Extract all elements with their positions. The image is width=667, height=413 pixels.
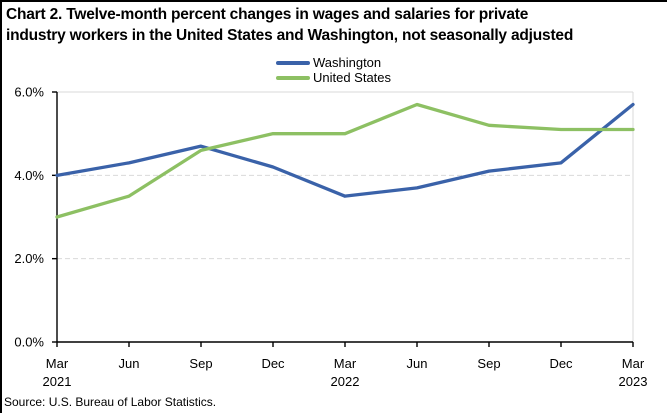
y-tick-label: 4.0% xyxy=(14,168,44,183)
legend-item-united-states: United States xyxy=(275,70,392,85)
x-year-label: 2022 xyxy=(331,374,360,389)
y-tick-label: 2.0% xyxy=(14,251,44,266)
washington-line-swatch xyxy=(275,60,310,65)
x-tick-label: Dec xyxy=(261,356,285,371)
x-tick-label: Sep xyxy=(477,356,500,371)
x-tick-label: Dec xyxy=(549,356,573,371)
washington-line xyxy=(55,102,635,198)
y-tick-label: 6.0% xyxy=(14,85,44,100)
legend: Washington United States xyxy=(0,55,667,85)
frame-border-left xyxy=(0,0,2,413)
chart-title-line2: industry workers in the United States an… xyxy=(6,27,574,44)
x-tick-label: Jun xyxy=(407,356,428,371)
x-tick-label: Mar xyxy=(622,356,645,371)
united-states-line xyxy=(55,102,635,219)
y-tick-label: 0.0% xyxy=(14,335,44,350)
x-tick-label: Mar xyxy=(46,356,69,371)
chart-title-line1: Chart 2. Twelve-month percent changes in… xyxy=(6,6,529,23)
x-tick-label: Sep xyxy=(189,356,212,371)
legend-label-washington: Washington xyxy=(312,55,382,70)
x-tick-label: Jun xyxy=(119,356,140,371)
chart-title: Chart 2. Twelve-month percent changes in… xyxy=(6,4,665,46)
united-states-line-swatch xyxy=(275,75,310,80)
x-year-label: 2021 xyxy=(43,374,72,389)
legend-box: Washington United States xyxy=(275,55,392,85)
source-note: Source: U.S. Bureau of Labor Statistics. xyxy=(4,395,217,409)
legend-item-washington: Washington xyxy=(275,55,382,70)
legend-label-united-states: United States xyxy=(312,70,392,85)
x-year-label: 2023 xyxy=(619,374,648,389)
x-tick-label: Mar xyxy=(334,356,357,371)
frame-border-top xyxy=(0,0,667,2)
